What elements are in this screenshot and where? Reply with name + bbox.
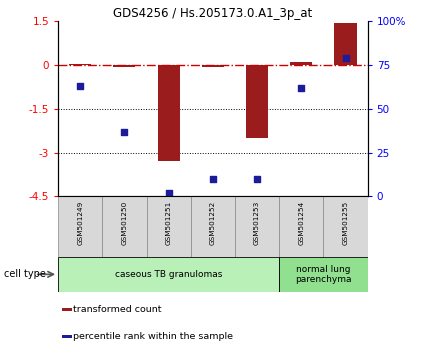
Bar — [157, 65, 180, 161]
Bar — [323, 196, 368, 257]
Bar — [279, 196, 323, 257]
Text: GSM501251: GSM501251 — [166, 201, 172, 245]
Text: normal lung
parenchyma: normal lung parenchyma — [295, 265, 352, 284]
Bar — [235, 196, 279, 257]
Bar — [290, 62, 312, 65]
Bar — [58, 196, 102, 257]
Bar — [114, 65, 135, 67]
Bar — [62, 335, 72, 338]
Bar — [102, 196, 147, 257]
Bar — [335, 23, 356, 65]
Text: GSM501253: GSM501253 — [254, 201, 260, 245]
Point — [209, 176, 216, 182]
Text: transformed count: transformed count — [74, 305, 162, 314]
Bar — [147, 196, 191, 257]
Bar — [69, 64, 91, 65]
Bar — [279, 257, 368, 292]
Bar — [202, 65, 224, 67]
Point — [342, 55, 349, 61]
Text: percentile rank within the sample: percentile rank within the sample — [74, 332, 233, 341]
Bar — [62, 308, 72, 311]
Bar — [191, 196, 235, 257]
Text: GSM501252: GSM501252 — [210, 201, 216, 245]
Point — [121, 129, 128, 135]
Text: GSM501249: GSM501249 — [77, 201, 83, 245]
Point — [254, 176, 261, 182]
Point — [165, 190, 172, 196]
Text: caseous TB granulomas: caseous TB granulomas — [115, 270, 222, 279]
Bar — [58, 257, 279, 292]
Text: GSM501250: GSM501250 — [121, 201, 127, 245]
Point — [298, 85, 305, 91]
Bar — [246, 65, 268, 138]
Point — [77, 83, 83, 89]
Title: GDS4256 / Hs.205173.0.A1_3p_at: GDS4256 / Hs.205173.0.A1_3p_at — [113, 7, 313, 20]
Text: cell type: cell type — [4, 269, 46, 279]
Text: GSM501255: GSM501255 — [343, 201, 349, 245]
Text: GSM501254: GSM501254 — [298, 201, 304, 245]
